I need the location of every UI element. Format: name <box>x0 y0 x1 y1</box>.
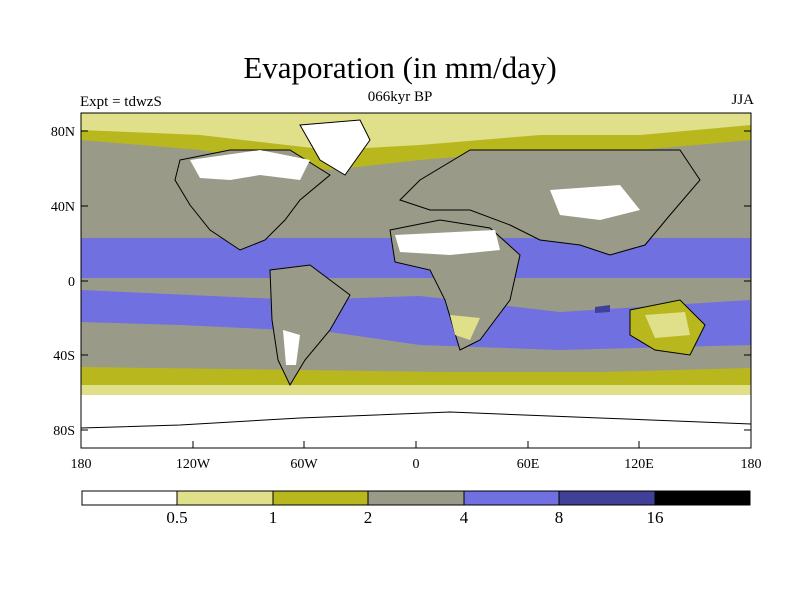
sahara <box>395 230 500 255</box>
field-4-8-south <box>81 290 751 350</box>
eurasia <box>399 149 701 256</box>
colorbar-box <box>654 490 751 506</box>
lat-tick-label: 40S <box>53 349 75 364</box>
season-label: JJA <box>731 92 754 108</box>
colorbar-box <box>81 490 178 506</box>
central-asia-interior <box>550 185 640 220</box>
colorbar-box <box>272 490 369 506</box>
colorbar-label: 4 <box>460 508 469 527</box>
lon-tick-label: 0 <box>413 457 420 472</box>
lon-tick-label: 120W <box>176 457 211 472</box>
lat-tick-label: 80S <box>53 424 75 439</box>
colorbar <box>81 490 751 506</box>
colorbar-label: 1 <box>269 508 278 527</box>
antarctica <box>81 411 751 448</box>
colorbar-label: 8 <box>555 508 564 527</box>
lat-tick-label: 80N <box>51 125 75 140</box>
greenland <box>299 119 371 176</box>
colorbar-box <box>367 490 465 506</box>
north-america-interior <box>190 150 310 180</box>
tick-marks <box>81 130 751 448</box>
field-8-16-spot <box>595 305 610 313</box>
lon-tick-label: 60W <box>290 457 318 472</box>
southern-africa <box>450 315 480 340</box>
lon-tick-label: 180 <box>741 457 762 472</box>
australia-interior <box>645 312 690 338</box>
south-america-interior <box>283 330 300 365</box>
lon-tick-label: 60E <box>517 457 540 472</box>
lon-tick-label: 120E <box>624 457 654 472</box>
colorbar-label: 16 <box>647 508 664 527</box>
page-title: Evaporation (in mm/day) <box>243 50 557 85</box>
lon-tick-label: 180 <box>71 457 92 472</box>
colorbar-box <box>463 490 560 506</box>
evaporation-field <box>81 113 751 448</box>
colorbar-box <box>558 490 656 506</box>
lat-tick-label: 0 <box>68 275 75 290</box>
colorbar-label: 0.5 <box>166 508 187 527</box>
lat-tick-label: 40N <box>51 200 75 215</box>
experiment-label: Expt = tdwzS <box>80 94 162 110</box>
colorbar-box <box>176 490 274 506</box>
time-label: 066kyr BP <box>367 89 433 105</box>
colorbar-label: 2 <box>364 508 373 527</box>
field-05-1-north <box>81 113 751 150</box>
